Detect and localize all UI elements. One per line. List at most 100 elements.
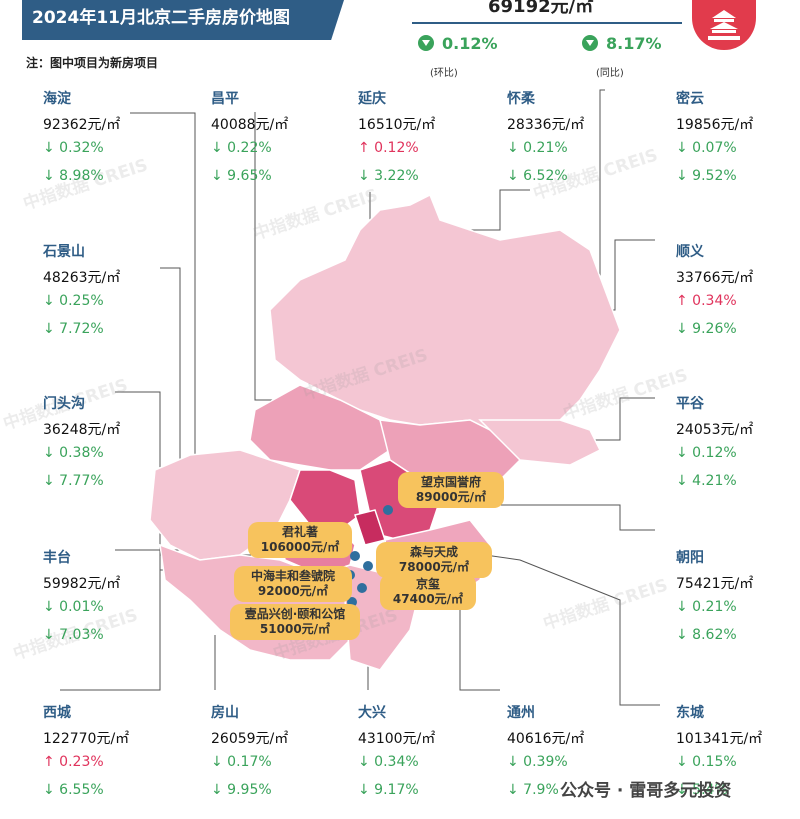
project-label: 壹品兴创·颐和公馆 51000元/㎡ — [230, 604, 360, 640]
district-price: 101341元/㎡ — [676, 731, 763, 747]
district-name: 顺义 — [676, 244, 704, 260]
district-yoy: ↓ 7.77% — [43, 473, 104, 489]
district-name: 海淀 — [43, 91, 71, 107]
project-label: 君礼著 106000元/㎡ — [248, 522, 352, 558]
district-yoy: ↓ 8.62% — [676, 627, 737, 643]
district-mentougou: 门头沟 36248元/㎡ ↓ 0.38% ↓ 7.77% — [43, 393, 173, 493]
project-name: 君礼著 — [281, 525, 318, 539]
district-price: 48263元/㎡ — [43, 270, 121, 286]
footer-watermark: 公众号 · 雷哥多元投资 — [560, 781, 732, 801]
project-label: 森与天成 78000元/㎡ — [376, 542, 492, 578]
project-price: 89000元/㎡ — [415, 490, 487, 504]
down-triangle-icon — [418, 35, 434, 51]
project-dot — [357, 583, 367, 593]
district-name: 通州 — [507, 705, 535, 721]
district-haidian: 海淀 92362元/㎡ ↓ 0.32% ↓ 8.98% — [43, 88, 173, 188]
note-text: 注：图中项目为新房项目 — [26, 56, 159, 70]
district-price: 19856元/㎡ — [676, 117, 754, 133]
district-yoy: ↓ 8.98% — [43, 168, 104, 184]
district-changping: 昌平 40088元/㎡ ↓ 0.22% ↓ 9.65% — [211, 88, 341, 188]
district-ring: ↓ 0.01% — [43, 599, 104, 615]
district-yoy: ↓ 7.72% — [43, 321, 104, 337]
district-yanqing: 延庆 16510元/㎡ ↑ 0.12% ↓ 3.22% — [358, 88, 488, 188]
district-yoy: ↓ 3.22% — [358, 168, 419, 184]
district-ring: ↓ 0.32% — [43, 140, 104, 156]
district-price: 16510元/㎡ — [358, 117, 436, 133]
district-name: 丰台 — [43, 550, 71, 566]
district-pinggu: 平谷 24053元/㎡ ↓ 0.12% ↓ 4.21% — [676, 393, 800, 493]
district-price: 33766元/㎡ — [676, 270, 754, 286]
project-label: 望京国誉府 89000元/㎡ — [398, 472, 504, 508]
district-name: 房山 — [211, 705, 239, 721]
project-dot — [383, 505, 393, 515]
district-miyun: 密云 19856元/㎡ ↓ 0.07% ↓ 9.52% — [676, 88, 800, 188]
project-dot — [363, 561, 373, 571]
district-ring: ↓ 0.22% — [211, 140, 272, 156]
district-tongzhou: 通州 40616元/㎡ ↓ 0.39% ↓ 7.9% — [507, 702, 637, 802]
summary-divider — [412, 0, 682, 24]
district-ring: ↓ 0.12% — [676, 445, 737, 461]
project-price: 92000元/㎡ — [257, 584, 329, 598]
district-dongcheng: 东城 101341元/㎡ ↓ 0.15% ↓ 5.4% — [676, 702, 800, 802]
district-yoy: ↓ 6.52% — [507, 168, 568, 184]
district-ring: ↓ 0.38% — [43, 445, 104, 461]
district-shijingshan: 石景山 48263元/㎡ ↓ 0.25% ↓ 7.72% — [43, 241, 173, 341]
project-price: 106000元/㎡ — [260, 540, 340, 554]
project-dot — [350, 551, 360, 561]
district-price: 75421元/㎡ — [676, 576, 754, 592]
district-yoy: ↓ 5.4% — [676, 782, 728, 798]
district-yoy: ↓ 6.55% — [43, 782, 104, 798]
district-ring: ↓ 0.15% — [676, 754, 737, 770]
project-name: 壹品兴创·颐和公馆 — [244, 607, 346, 621]
district-ring: ↓ 0.17% — [211, 754, 272, 770]
district-price: 28336元/㎡ — [507, 117, 585, 133]
district-yoy: ↓ 9.65% — [211, 168, 272, 184]
district-name: 石景山 — [43, 244, 85, 260]
district-name: 昌平 — [211, 91, 239, 107]
summary-yoy-change: 8.17% — [606, 34, 662, 53]
district-name: 怀柔 — [507, 91, 535, 107]
district-price: 36248元/㎡ — [43, 422, 121, 438]
district-ring: ↓ 0.39% — [507, 754, 568, 770]
summary-ring: 0.12% — [418, 34, 498, 53]
down-triangle-icon — [582, 35, 598, 51]
district-ring: ↓ 0.21% — [676, 599, 737, 615]
district-price: 59982元/㎡ — [43, 576, 121, 592]
summary-ring-change: 0.12% — [442, 34, 498, 53]
page-title: 2024年11月北京二手房房价地图 — [22, 0, 344, 40]
project-name: 森与天成 — [409, 545, 458, 559]
district-ring: ↑ 0.12% — [358, 140, 419, 156]
district-ring: ↑ 0.23% — [43, 754, 104, 770]
district-fangshan: 房山 26059元/㎡ ↓ 0.17% ↓ 9.95% — [211, 702, 341, 802]
district-name: 密云 — [676, 91, 704, 107]
project-name: 望京国誉府 — [420, 475, 481, 489]
district-name: 平谷 — [676, 396, 704, 412]
district-fengtai: 丰台 59982元/㎡ ↓ 0.01% ↓ 7.03% — [43, 547, 173, 647]
district-price: 40088元/㎡ — [211, 117, 289, 133]
district-chaoyang: 朝阳 75421元/㎡ ↓ 0.21% ↓ 8.62% — [676, 547, 800, 647]
district-name: 西城 — [43, 705, 71, 721]
district-name: 延庆 — [358, 91, 386, 107]
project-label: 中海丰和叁號院 92000元/㎡ — [234, 566, 352, 602]
summary-yoy-label: (同比) — [596, 68, 624, 79]
district-ring: ↑ 0.34% — [676, 293, 737, 309]
district-xicheng: 西城 122770元/㎡ ↑ 0.23% ↓ 6.55% — [43, 702, 173, 802]
district-price: 40616元/㎡ — [507, 731, 585, 747]
district-yoy: ↓ 4.21% — [676, 473, 737, 489]
district-price: 122770元/㎡ — [43, 731, 130, 747]
district-name: 门头沟 — [43, 396, 85, 412]
district-shunyi: 顺义 33766元/㎡ ↑ 0.34% ↓ 9.26% — [676, 241, 800, 341]
district-name: 大兴 — [358, 705, 386, 721]
project-price: 78000元/㎡ — [398, 560, 470, 574]
district-yoy: ↓ 7.03% — [43, 627, 104, 643]
summary-ring-label: (环比) — [430, 68, 458, 79]
project-name: 中海丰和叁號院 — [250, 569, 335, 583]
district-name: 朝阳 — [676, 550, 704, 566]
district-ring: ↓ 0.07% — [676, 140, 737, 156]
district-yoy: ↓ 9.95% — [211, 782, 272, 798]
district-huairou: 怀柔 28336元/㎡ ↓ 0.21% ↓ 6.52% — [507, 88, 637, 188]
district-yoy: ↓ 9.17% — [358, 782, 419, 798]
district-ring: ↓ 0.34% — [358, 754, 419, 770]
project-label: 京玺 47400元/㎡ — [380, 574, 476, 610]
district-yoy: ↓ 7.9% — [507, 782, 559, 798]
